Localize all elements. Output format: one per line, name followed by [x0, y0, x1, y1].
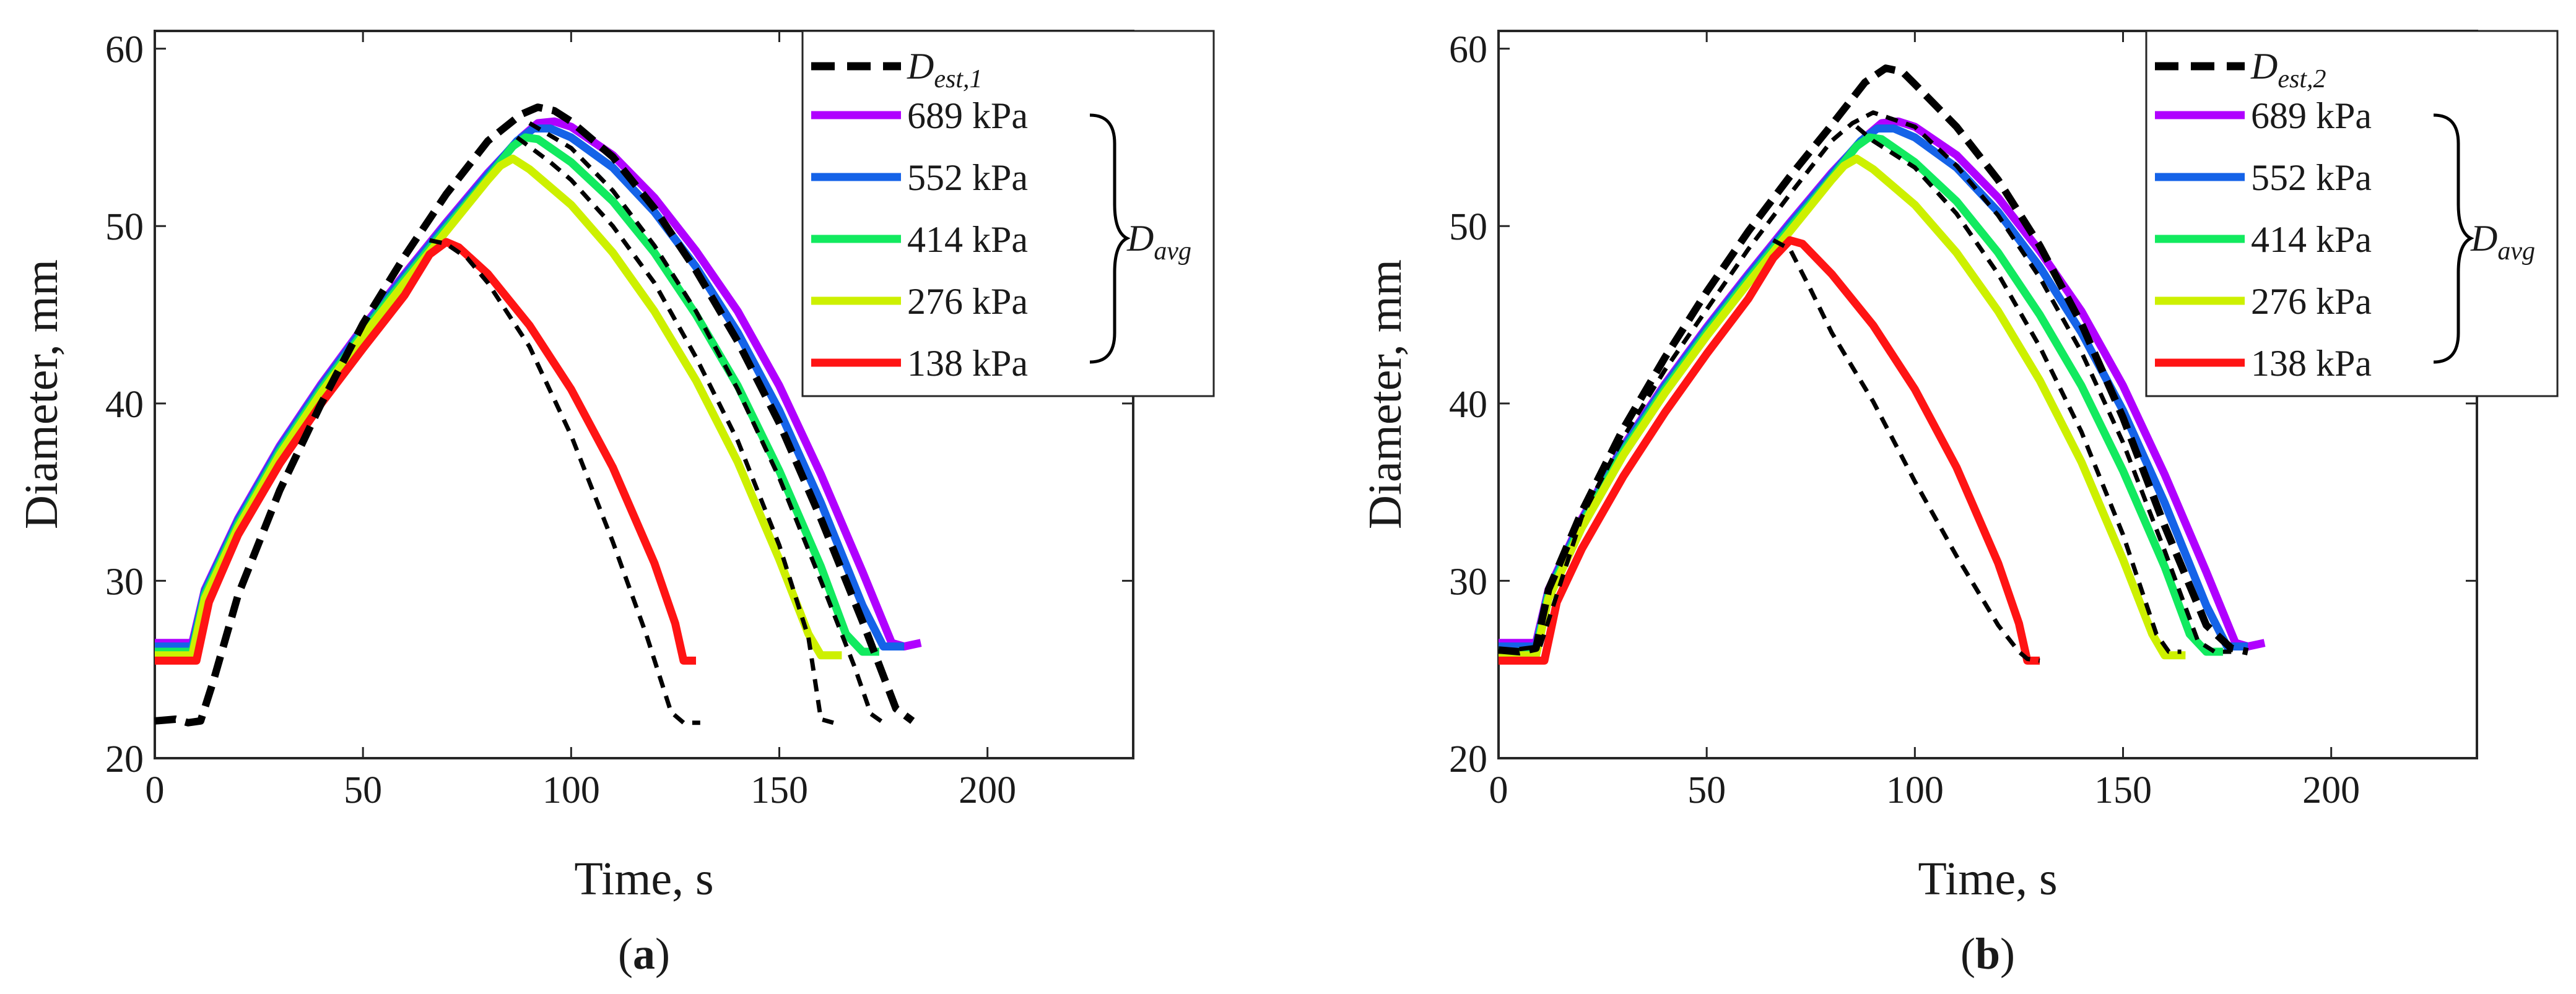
x-tick-label: 100 — [1886, 769, 1944, 811]
legend-label-avg: Davg — [2470, 218, 2535, 266]
y-tick-label: 60 — [1449, 29, 1487, 71]
estimate-line — [515, 136, 834, 725]
series-lines — [154, 103, 922, 727]
estimate-line — [1498, 110, 2232, 654]
legend-items: 689 kPa 552 kPa 414 kPa 276 kPa 138 kPa — [811, 95, 1028, 384]
legend-label: 689 kPa — [2251, 95, 2372, 136]
legend-label: 552 kPa — [907, 157, 1028, 198]
legend-box — [2145, 30, 2559, 397]
y-axis-label: Diameter, mm — [15, 259, 67, 529]
series-line-138-kpa — [155, 238, 696, 665]
x-tick-label: 200 — [959, 769, 1016, 811]
legend-label: 138 kPa — [907, 343, 1028, 384]
estimate-line — [429, 238, 700, 725]
y-tick-label: 20 — [105, 738, 144, 780]
y-axis-label: Diameter, mm — [1359, 259, 1411, 529]
y-tick-label: 40 — [105, 384, 144, 426]
legend-brace — [1089, 113, 1131, 364]
legend-label-estimate: Dest,2 — [2250, 46, 2326, 93]
y-tick-label: 40 — [1449, 384, 1487, 426]
series-lines — [1498, 64, 2266, 665]
y-tick-label: 20 — [1449, 738, 1487, 780]
y-tick-label: 50 — [105, 206, 144, 248]
y-axis-ticks: 20 30 40 50 60 — [1449, 29, 2477, 780]
y-tick-label: 30 — [105, 561, 144, 603]
legend-label: 276 kPa — [907, 281, 1028, 322]
legend-label: 689 kPa — [907, 95, 1028, 136]
legend-brace — [2433, 113, 2474, 364]
legend: Dest,2 689 kPa 552 kPa 414 kPa 276 kPa 138 k… — [2145, 30, 2559, 397]
panel-caption: (a) — [618, 929, 670, 979]
x-tick-label: 150 — [751, 769, 808, 811]
chart-panel-a: 0 50 100 150 200 20 30 40 50 60 Time, s Diameter… — [15, 29, 1215, 979]
x-tick-label: 50 — [344, 769, 382, 811]
legend-label-estimate: Dest,1 — [907, 46, 983, 93]
chart-panel-b: 0 50 100 150 200 20 30 40 50 60 Time, s Diameter… — [1359, 29, 2559, 979]
x-tick-label: 0 — [1489, 769, 1508, 811]
legend-label: 138 kPa — [2251, 343, 2372, 384]
x-tick-label: 0 — [146, 769, 165, 811]
x-axis-label: Time, s — [1918, 853, 2057, 905]
panel-caption: (b) — [1960, 929, 2015, 979]
estimate-line — [1498, 64, 2249, 655]
legend: Dest,1 689 kPa 552 kPa 414 kPa 276 kPa 138 k… — [801, 30, 1215, 397]
y-tick-label: 50 — [1449, 206, 1487, 248]
y-tick-label: 30 — [1449, 561, 1487, 603]
legend-label: 414 kPa — [2251, 219, 2372, 260]
x-tick-label: 50 — [1687, 769, 1726, 811]
x-tick-label: 150 — [2094, 769, 2152, 811]
y-axis-ticks: 20 30 40 50 60 — [105, 29, 1133, 780]
legend-label: 552 kPa — [2251, 157, 2372, 198]
legend-label: 414 kPa — [907, 219, 1028, 260]
series-line-138-kpa — [1499, 236, 2040, 665]
x-axis-label: Time, s — [574, 853, 713, 905]
legend-label-avg: Davg — [1126, 218, 1191, 266]
y-tick-label: 60 — [105, 29, 144, 71]
x-tick-label: 100 — [542, 769, 600, 811]
legend-items: 689 kPa 552 kPa 414 kPa 276 kPa 138 kPa — [2155, 95, 2372, 384]
estimate-line — [154, 103, 915, 727]
legend-box — [801, 30, 1215, 397]
estimate-line — [1772, 238, 2040, 663]
series-line-276-kpa — [155, 154, 842, 660]
x-axis-ticks: 0 50 100 150 200 — [1489, 31, 2360, 811]
legend-label: 276 kPa — [2251, 281, 2372, 322]
series-line-276-kpa — [1499, 154, 2186, 660]
x-axis-ticks: 0 50 100 150 200 — [146, 31, 1016, 811]
x-tick-label: 200 — [2302, 769, 2360, 811]
estimate-line — [528, 121, 885, 725]
